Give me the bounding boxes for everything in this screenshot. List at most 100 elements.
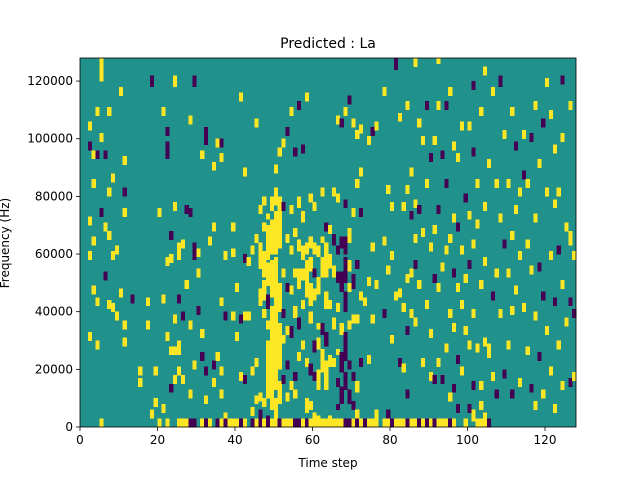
- heatmap-cell: [490, 372, 495, 382]
- x-axis-label: Time step: [297, 456, 357, 470]
- heatmap-cell: [471, 308, 476, 318]
- heatmap-cell: [308, 256, 313, 272]
- heatmap-cell: [545, 326, 550, 336]
- heatmap-cell: [467, 121, 472, 131]
- heatmap-cell: [448, 86, 453, 96]
- heatmap-cell: [196, 248, 201, 258]
- heatmap-cell: [211, 360, 216, 370]
- heatmap-cell: [335, 403, 340, 411]
- heatmap-cell: [514, 285, 519, 295]
- heatmap-cell: [366, 354, 371, 364]
- heatmap-cell: [552, 144, 557, 154]
- heatmap-cell: [176, 418, 182, 428]
- heatmap-cell: [397, 357, 402, 367]
- plot-area: [79, 57, 577, 428]
- heatmap-cell: [262, 196, 267, 206]
- heatmap-cell: [514, 141, 519, 151]
- heatmap-cell: [324, 331, 329, 347]
- heatmap-cell: [370, 242, 375, 252]
- heatmap-cell: [471, 81, 476, 91]
- heatmap-cell: [335, 303, 340, 312]
- heatmap-cell: [432, 135, 437, 145]
- heatmap-cell: [510, 107, 515, 116]
- heatmap-cell: [339, 271, 344, 292]
- heatmap-cell: [405, 418, 410, 428]
- y-tick-label: 20000: [35, 362, 73, 376]
- heatmap-cell: [486, 418, 492, 428]
- heatmap-cell: [176, 366, 182, 376]
- heatmap-cell: [529, 265, 534, 275]
- heatmap-cell: [347, 389, 352, 405]
- heatmap-cell: [281, 418, 286, 428]
- heatmap-cell: [560, 75, 565, 85]
- heatmap-cell: [455, 153, 461, 163]
- x-tick-label: 20: [150, 433, 165, 447]
- heatmap-cell: [560, 279, 565, 289]
- heatmap-cell: [238, 372, 244, 382]
- heatmap-cell: [262, 308, 267, 318]
- heatmap-cell: [169, 346, 174, 356]
- heatmap-cell: [149, 409, 154, 419]
- heatmap-cell: [289, 107, 294, 116]
- heatmap-cell: [273, 256, 278, 278]
- heatmap-cell: [273, 398, 278, 419]
- heatmap-cell: [355, 314, 360, 324]
- heatmap-cell: [463, 193, 468, 203]
- heatmap-cell: [223, 311, 228, 321]
- heatmap-cell: [498, 213, 503, 223]
- heatmap-cell: [545, 78, 550, 88]
- heatmap-cell: [351, 372, 356, 382]
- heatmap-cell: [316, 277, 321, 295]
- heatmap-cell: [196, 268, 201, 278]
- heatmap-cell: [471, 409, 476, 422]
- heatmap-cell: [316, 369, 321, 390]
- heatmap-cell: [95, 150, 100, 160]
- heatmap-cell: [417, 205, 422, 214]
- heatmap-cell: [273, 164, 278, 174]
- heatmap-cell: [517, 377, 523, 387]
- heatmap-cell: [320, 256, 325, 278]
- heatmap-cell: [417, 418, 422, 428]
- heatmap-cell: [440, 150, 445, 160]
- heatmap-cell: [339, 323, 344, 336]
- heatmap-cell: [475, 219, 480, 229]
- heatmap-cell: [359, 291, 364, 301]
- heatmap-cell: [103, 222, 108, 232]
- heatmap-cell: [285, 127, 290, 137]
- heatmap-cell: [339, 118, 344, 128]
- heatmap-cell: [215, 418, 220, 428]
- heatmap-cell: [91, 285, 96, 295]
- heatmap-cell: [138, 366, 143, 376]
- heatmap-cell: [510, 230, 515, 240]
- heatmap-cell: [374, 409, 379, 419]
- heatmap-cell: [506, 179, 511, 189]
- heatmap-cell: [413, 233, 418, 243]
- heatmap-cell: [533, 401, 538, 410]
- heatmap-cell: [421, 135, 426, 145]
- heatmap-cell: [324, 418, 329, 428]
- heatmap-cell: [452, 383, 457, 393]
- heatmap-cell: [401, 418, 406, 428]
- heatmap-cell: [211, 377, 216, 387]
- x-tick-label: 40: [227, 433, 242, 447]
- heatmap-cell: [188, 418, 193, 428]
- heatmap-cell: [300, 300, 306, 310]
- heatmap-cell: [281, 334, 286, 344]
- heatmap-cell: [343, 331, 348, 361]
- x-tick-label: 120: [534, 433, 557, 447]
- y-tick-label: 120000: [27, 74, 73, 88]
- heatmap-cell: [390, 334, 395, 344]
- heatmap-cell: [219, 366, 224, 376]
- heatmap-cell: [351, 314, 356, 324]
- heatmap-cell: [122, 337, 127, 347]
- heatmap-cell: [339, 386, 344, 405]
- heatmap-cell: [331, 357, 337, 367]
- heatmap-cell: [452, 268, 457, 278]
- heatmap-cell: [339, 236, 344, 249]
- heatmap-cell: [316, 337, 321, 350]
- heatmap-cell: [258, 242, 263, 269]
- heatmap-cell: [483, 66, 488, 76]
- heatmap-cell: [281, 138, 286, 148]
- heatmap-cell: [370, 418, 375, 428]
- heatmap-cell: [308, 193, 313, 203]
